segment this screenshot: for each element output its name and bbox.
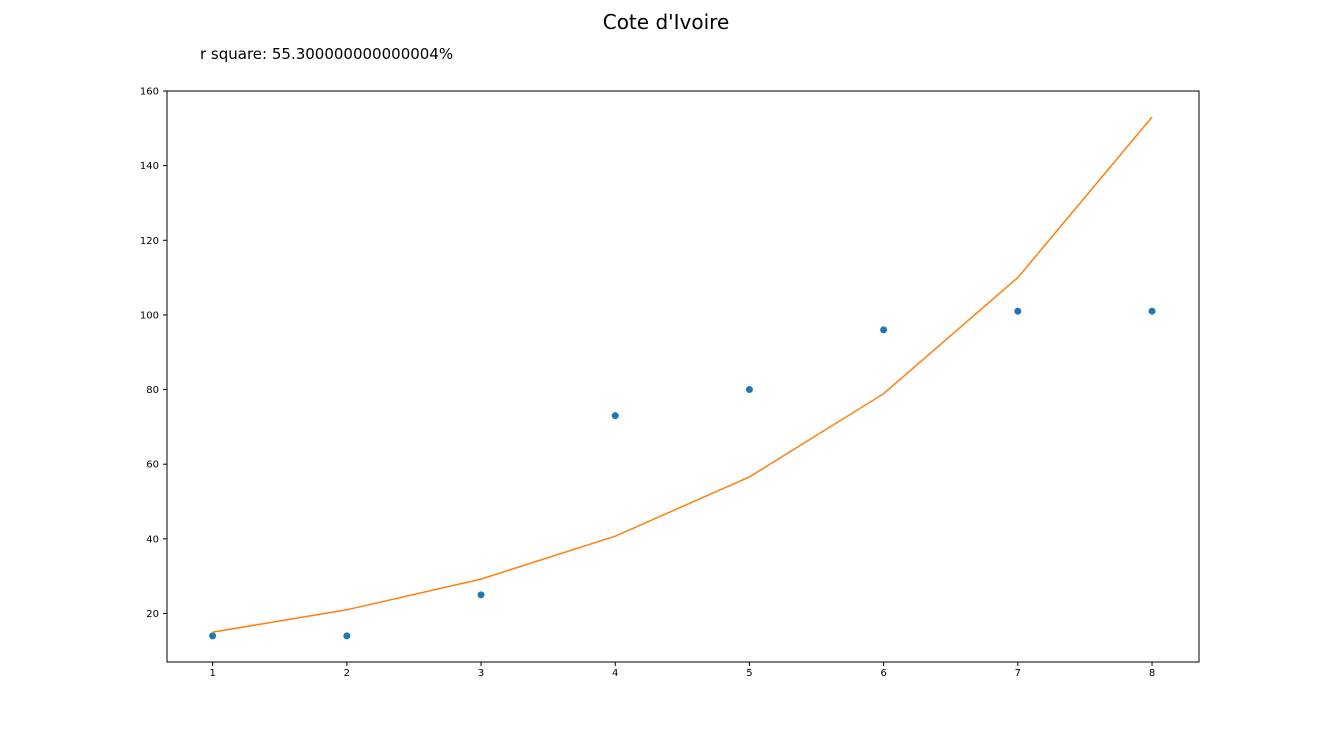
y-tick-label: 60: [146, 460, 159, 471]
y-tick-label: 40: [146, 534, 159, 545]
x-tick-label: 4: [612, 668, 618, 679]
x-tick-label: 2: [344, 668, 350, 679]
scatter-point: [209, 632, 217, 640]
marks-layer: [209, 116, 1156, 640]
trend-line: [212, 116, 1153, 633]
x-tick-label: 3: [478, 668, 484, 679]
scatter-point: [880, 326, 888, 334]
scatter-point: [1148, 307, 1156, 315]
x-tick-label: 5: [746, 668, 752, 679]
x-tick-label: 8: [1149, 668, 1155, 679]
y-tick-label: 100: [140, 310, 159, 321]
x-tick-label: 1: [209, 668, 215, 679]
chart-title: Cote d'Ivoire: [602, 10, 730, 34]
chart-subtitle: r square: 55.300000000000004%: [200, 45, 454, 63]
y-tick-label: 160: [140, 87, 159, 98]
scatter-point: [611, 412, 619, 420]
scatter-point: [745, 386, 753, 394]
ticks-layer: 1 2 3 4 5 6 7 8 20 40 60 80 100 120 140 160: [140, 87, 1155, 680]
y-tick-label: 140: [140, 161, 159, 172]
scatter-point: [477, 591, 485, 599]
y-tick-label: 120: [140, 236, 159, 247]
y-tick-label: 20: [146, 609, 159, 620]
scatter-point: [343, 632, 351, 640]
plot-frame: [166, 90, 1200, 663]
x-tick-label: 7: [1015, 668, 1021, 679]
x-tick-label: 6: [880, 668, 886, 679]
y-tick-label: 80: [146, 385, 159, 396]
scatter-point: [1014, 307, 1022, 315]
